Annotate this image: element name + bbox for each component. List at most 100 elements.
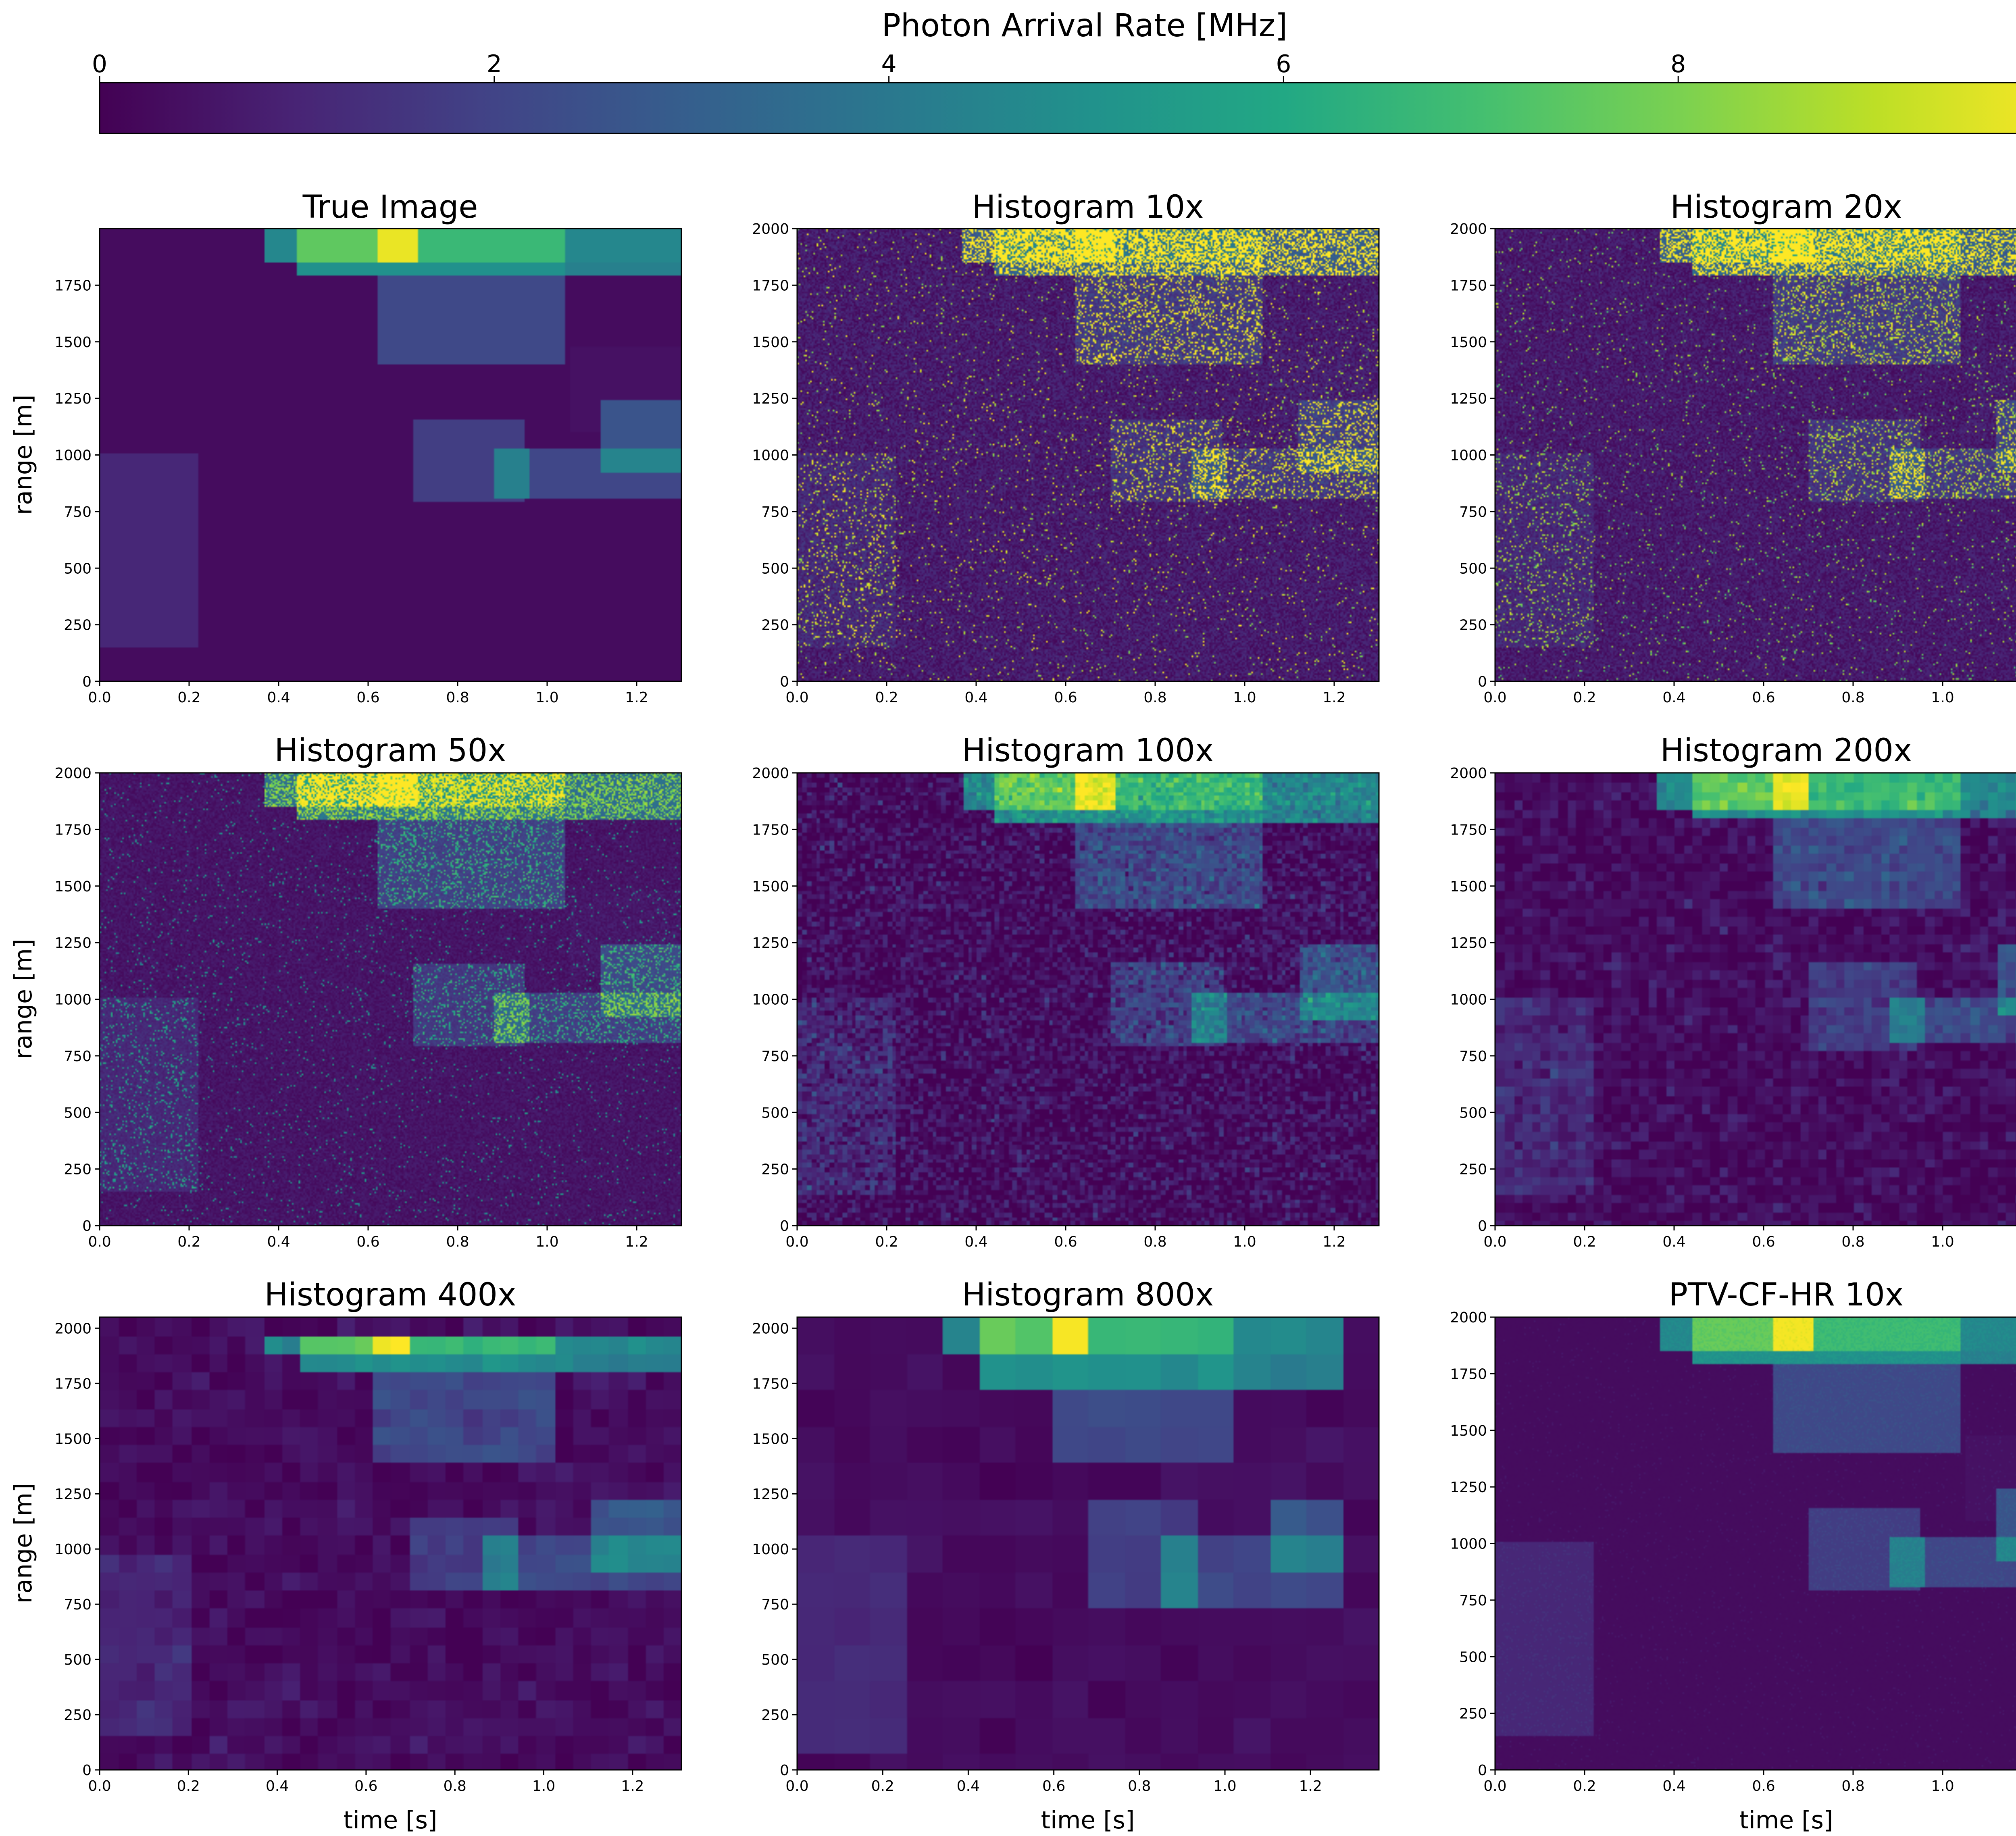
x-tick-label: 0.8 [1841,1234,1864,1250]
x-axis-ticks: 0.00.20.40.60.81.01.2 [1483,681,1954,706]
x-tick-label: 0.2 [177,689,200,706]
x-tick-label: 0.0 [88,689,111,706]
y-axis-label: range [m] [9,1483,37,1604]
y-tick-label: 250 [64,617,92,634]
y-tick-label: 1500 [752,334,789,351]
heatmap-image [1495,1317,2016,1770]
y-tick-label: 0 [780,674,789,690]
x-tick-label: 1.0 [1233,1234,1256,1250]
y-tick-label: 500 [1459,1649,1487,1665]
x-tick-label: 1.2 [1299,1778,1322,1794]
y-axis-ticks: 0 250 500 750 1000 1250 1500 1750 2000 [54,1320,100,1779]
x-tick-label: 0.8 [446,1234,469,1250]
x-tick-label: 0.6 [1054,689,1077,706]
x-tick-label: 1.2 [621,1778,644,1794]
y-tick-label: 2000 [1450,221,1487,237]
y-tick-label: 1500 [1450,334,1487,351]
heatmap-image [100,773,681,1226]
x-tick-label: 0.0 [785,1234,808,1250]
y-tick-label: 2000 [1450,1309,1487,1326]
y-tick-label: 2000 [752,765,789,782]
panel-histogram-50x: Histogram 50x 0.0 0.2 0.4 0.6 0.8 1.0 1.2 0 250… [9,733,682,1250]
y-tick-label: 0 [1478,1762,1487,1779]
y-tick-label: 0 [1478,674,1487,690]
panel-title: Histogram 100x [962,733,1214,769]
colorbar-tick-label: 6 [1276,50,1291,78]
y-tick-label: 1000 [752,448,789,464]
x-tick-label: 0.6 [354,1778,377,1794]
y-tick-label: 1500 [54,1431,92,1447]
y-tick-label: 0 [780,1762,789,1779]
y-tick-label: 1000 [1450,992,1487,1008]
y-tick-label: 750 [64,504,92,520]
x-tick-label: 0.8 [1143,689,1166,706]
y-tick-label: 1250 [54,1486,92,1503]
y-tick-label: 250 [1459,617,1487,634]
panel-title: Histogram 400x [264,1277,516,1313]
y-tick-label: 1750 [54,277,92,294]
axes-frame [99,1316,682,1771]
y-tick-label: 500 [761,1105,789,1121]
y-tick-label: 1250 [752,391,789,407]
y-tick-label: 1500 [1450,1423,1487,1439]
y-axis-ticks: 0 250 500 750 1000 1250 1500 1750 2000 [1450,221,1495,690]
y-tick-label: 750 [64,1597,92,1613]
y-tick-label: 750 [761,1048,789,1065]
x-tick-label: 0.0 [1483,1234,1506,1250]
y-tick-label: 1500 [752,1431,789,1447]
y-tick-label: 500 [761,1652,789,1668]
heatmap-image [797,773,1379,1226]
y-axis-label: range [m] [9,939,37,1060]
y-tick-label: 2000 [752,221,789,237]
panel-title: PTV-CF-HR 10x [1669,1277,1904,1313]
x-tick-label: 0.2 [1573,1234,1596,1250]
x-tick-label: 0.8 [446,689,469,706]
colorbar-tick-label: 4 [881,50,897,78]
y-tick-label: 1750 [54,822,92,838]
x-tick-label: 0.0 [785,1778,808,1794]
colorbar-ticks: 0246810 [92,50,1686,83]
x-tick-label: 1.0 [1931,689,1954,706]
y-tick-label: 0 [82,1218,92,1234]
x-tick-label: 1.0 [535,1234,558,1250]
y-tick-label: 1750 [752,277,789,294]
y-tick-label: 750 [1459,1048,1487,1065]
y-tick-label: 1000 [54,1541,92,1558]
y-tick-label: 0 [82,674,92,690]
y-tick-label: 250 [761,617,789,634]
colorbar-tick-label: 8 [1670,50,1686,78]
heatmap-image [797,229,1379,681]
x-tick-label: 0.4 [964,689,987,706]
y-tick-label: 500 [64,560,92,577]
x-tick-label: 0.0 [88,1778,111,1794]
y-tick-label: 1000 [1450,1536,1487,1553]
x-axis-ticks: 0.00.20.40.60.81.01.2 [1483,1770,1954,1794]
y-axis-ticks: 0 250 500 750 1000 1250 1500 1750 [54,277,100,690]
x-tick-label: 0.4 [957,1778,980,1794]
y-tick-label: 500 [1459,560,1487,577]
y-tick-label: 2000 [752,1320,789,1337]
x-tick-label: 0.4 [1662,1778,1685,1794]
panel-title: Histogram 10x [972,189,1204,225]
x-tick-label: 1.0 [1931,1234,1954,1250]
heatmap-image [1495,229,2016,681]
panel-histogram-200x: Histogram 200x 0.00.20.40.60.81.01.2 025… [1450,733,2016,1250]
y-tick-label: 1750 [752,822,789,838]
y-tick-label: 1500 [1450,878,1487,895]
x-tick-label: 0.6 [356,1234,379,1250]
y-tick-label: 500 [64,1105,92,1121]
y-tick-label: 1500 [54,334,92,351]
x-tick-label: 1.2 [1322,689,1345,706]
y-tick-label: 2000 [54,1320,92,1337]
panel-true-image: True Image 0.0 0.2 0.4 0.6 0.8 1.0 1.2 0 250 500… [9,189,682,706]
x-tick-label: 0.0 [88,1234,111,1250]
heatmap-image [797,1317,1379,1770]
panel-ptv-cf-hr-10x: PTV-CF-HR 10x 0.00.20.40.60.81.01.2 0250… [1450,1277,2016,1834]
x-tick-label: 0.4 [266,1778,289,1794]
